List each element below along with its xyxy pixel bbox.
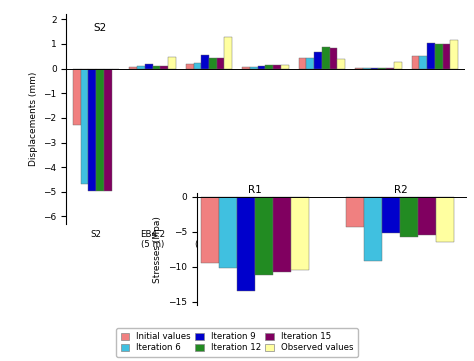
Bar: [137, 66, 145, 69]
Bar: [186, 64, 193, 69]
Bar: [219, 197, 237, 268]
Bar: [104, 69, 111, 191]
Bar: [153, 66, 160, 69]
Bar: [160, 66, 168, 69]
Bar: [88, 69, 96, 191]
Bar: [201, 55, 209, 69]
Bar: [265, 65, 273, 69]
Bar: [250, 67, 258, 69]
Bar: [281, 65, 289, 69]
Bar: [386, 68, 394, 69]
Bar: [365, 197, 383, 261]
Text: R1: R1: [248, 184, 262, 195]
Bar: [329, 48, 337, 69]
Text: R2: R2: [393, 184, 407, 195]
Text: S2: S2: [93, 23, 106, 33]
Bar: [371, 68, 378, 69]
Legend: Initial values, Iteration 6, Iteration 9, Iteration 12, Iteration 15, Observed v: Initial values, Iteration 6, Iteration 9…: [117, 328, 357, 357]
Bar: [291, 197, 309, 270]
Bar: [258, 66, 265, 69]
Bar: [193, 63, 201, 69]
Bar: [273, 65, 281, 69]
Bar: [237, 197, 255, 291]
Bar: [411, 56, 419, 69]
Bar: [145, 64, 153, 69]
Bar: [450, 40, 458, 69]
Bar: [437, 197, 455, 242]
Bar: [96, 69, 104, 191]
Bar: [168, 57, 176, 69]
Bar: [443, 44, 450, 69]
Y-axis label: Displacements (mm): Displacements (mm): [29, 72, 38, 166]
Bar: [378, 68, 386, 69]
Bar: [383, 197, 401, 233]
Bar: [314, 52, 322, 69]
Bar: [435, 44, 443, 69]
Bar: [394, 62, 401, 69]
Bar: [401, 197, 419, 237]
Bar: [419, 56, 427, 69]
Bar: [129, 67, 137, 69]
Bar: [73, 69, 81, 125]
Bar: [322, 47, 329, 69]
Bar: [242, 68, 250, 69]
Bar: [273, 197, 291, 272]
Bar: [209, 57, 217, 69]
Bar: [419, 197, 437, 235]
Bar: [255, 197, 273, 275]
Y-axis label: Stresses (Mpa): Stresses (Mpa): [154, 216, 163, 283]
Bar: [346, 197, 365, 227]
Bar: [201, 197, 219, 263]
Bar: [217, 58, 224, 69]
Bar: [337, 59, 345, 69]
Bar: [299, 57, 307, 69]
Bar: [307, 57, 314, 69]
Bar: [224, 37, 232, 69]
Bar: [81, 69, 88, 184]
Bar: [427, 43, 435, 69]
